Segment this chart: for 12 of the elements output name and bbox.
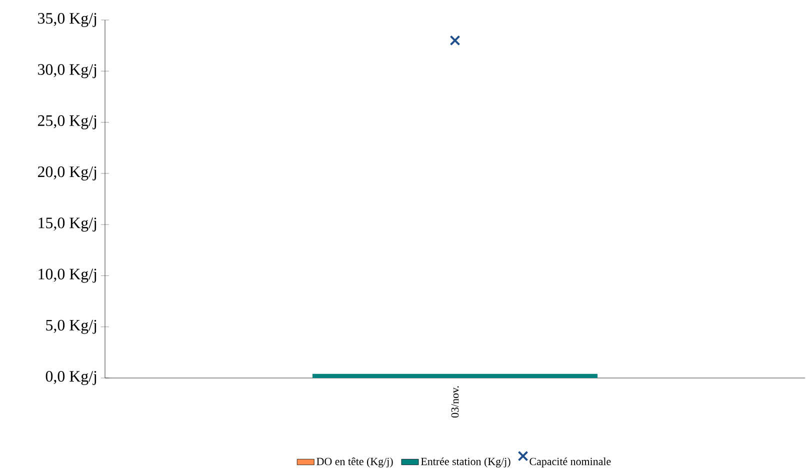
legend-label: Entrée station (Kg/j) [421, 458, 510, 468]
y-tick-label: 20,0 Kg/j [38, 166, 96, 181]
y-tick-label: 5,0 Kg/j [46, 320, 96, 334]
y-tick-label: 35,0 Kg/j [38, 13, 96, 28]
y-tick-label: 30,0 Kg/j [38, 64, 96, 78]
y-tick-label: 25,0 Kg/j [38, 115, 96, 130]
legend-label: Capacité nominale [530, 458, 611, 468]
y-tick-label: 15,0 Kg/j [38, 218, 96, 232]
x-tick-label: 03/nov. [451, 386, 459, 418]
y-tick-label: 10,0 Kg/j [38, 268, 96, 283]
y-tick-label: 0,0 Kg/j [46, 371, 96, 386]
legend-label: DO en tête (Kg/j) [316, 458, 393, 468]
